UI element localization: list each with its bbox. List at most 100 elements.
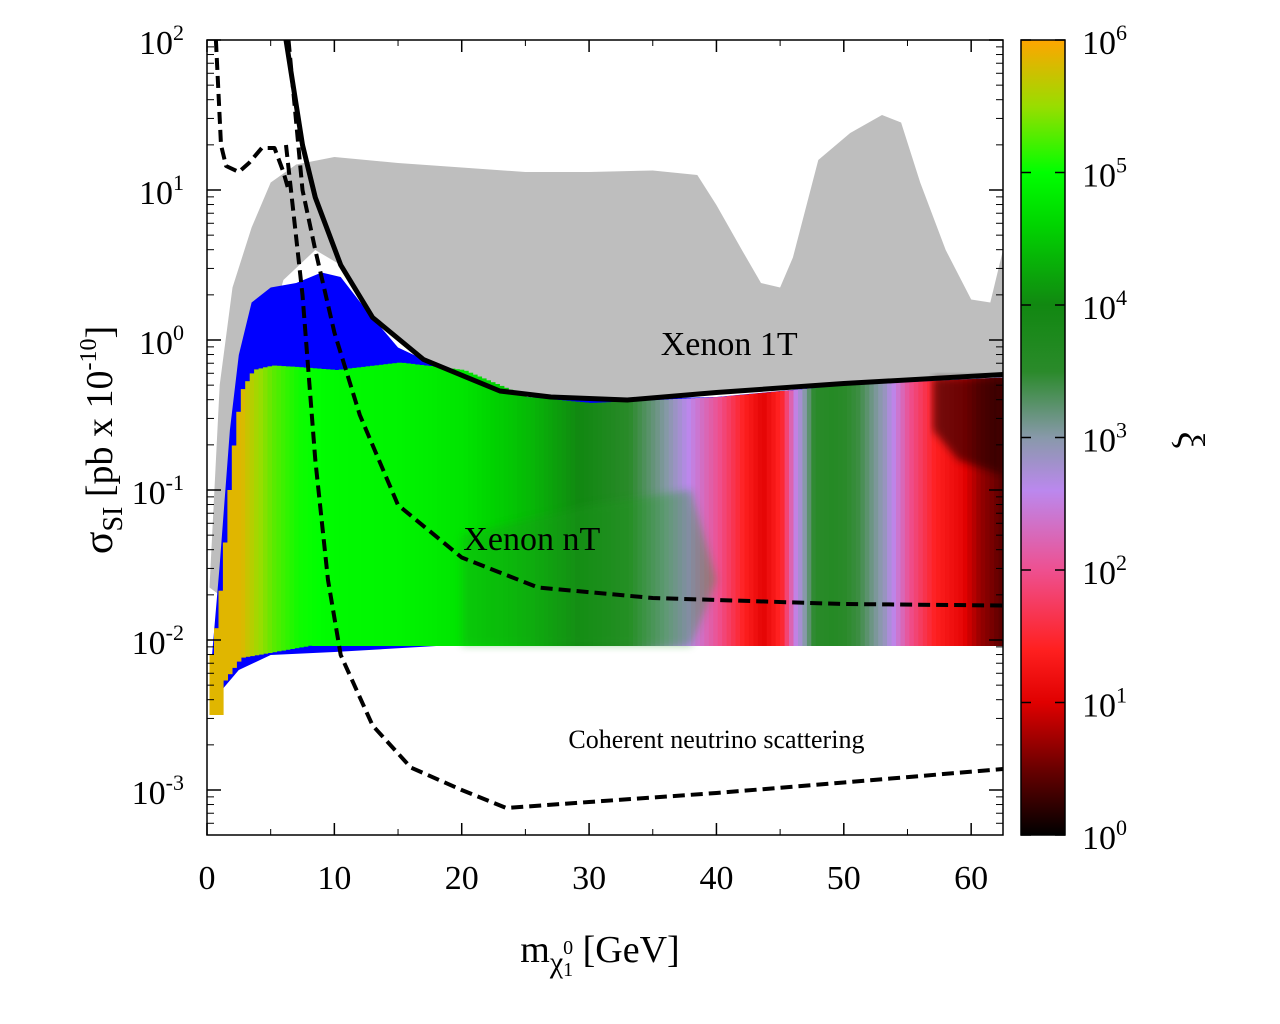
curve-coherent-neutrino-scattering bbox=[284, 144, 1003, 810]
region-allowed-strip bbox=[891, 382, 897, 646]
curve-xenon-1t bbox=[283, 40, 1003, 403]
region-allowed-strip bbox=[980, 378, 986, 646]
region-allowed-strip bbox=[361, 366, 367, 646]
region-allowed-strip bbox=[985, 378, 991, 646]
region-allowed-strip bbox=[258, 368, 264, 655]
curve-low-mass-dashed-bound bbox=[213, 40, 291, 191]
region-allowed-strip bbox=[303, 367, 309, 647]
region-allowed-strip bbox=[352, 367, 358, 646]
colorbar-tick-label: 105 bbox=[1082, 153, 1127, 195]
region-allowed-strip bbox=[860, 384, 866, 646]
region-allowed-strip bbox=[214, 628, 220, 715]
region-allowed-strip bbox=[753, 393, 759, 646]
region-allowed-strip bbox=[775, 391, 781, 646]
x-tick-label: 0 bbox=[199, 860, 216, 897]
region-allowed-strip bbox=[998, 377, 1003, 646]
region-allowed-strip bbox=[994, 377, 1000, 646]
region-allowed-strip bbox=[276, 365, 282, 652]
y-tick-label: 102 bbox=[139, 20, 184, 62]
colorbar-tick-label: 101 bbox=[1082, 683, 1127, 725]
region-allowed-strip bbox=[383, 364, 389, 646]
region-allowed-strip bbox=[864, 384, 870, 646]
region-allowed-strip bbox=[312, 368, 318, 646]
region-allowed-strip bbox=[878, 383, 884, 646]
region-allowed-strip bbox=[445, 368, 451, 646]
region-allowed-strip bbox=[748, 393, 754, 646]
region-allowed-strip bbox=[762, 392, 768, 646]
region-allowed-strip bbox=[231, 445, 237, 668]
region-dark-corner bbox=[933, 377, 1003, 475]
x-axis: 0 10 20 30 40 50 60 bbox=[199, 40, 988, 897]
region-allowed-strip bbox=[962, 379, 968, 646]
region-allowed-strip bbox=[285, 366, 291, 650]
region-allowed-strip bbox=[789, 390, 795, 646]
region-allowed-strip bbox=[307, 367, 313, 646]
region-allowed-strip bbox=[245, 381, 251, 657]
annotation-xenon-1t: Xenon 1T bbox=[661, 326, 798, 363]
region-allowed-strip bbox=[918, 381, 924, 646]
region-allowed-strip bbox=[717, 396, 723, 646]
region-allowed-strip bbox=[949, 380, 955, 646]
region-allowed-strip bbox=[280, 366, 286, 651]
region-allowed-strip bbox=[441, 367, 447, 646]
region-allowed-strip bbox=[401, 362, 407, 646]
y-axis-title: σSI [pb x 10-10] bbox=[76, 326, 129, 554]
region-allowed-strip bbox=[222, 542, 228, 681]
region-allowed-strip bbox=[334, 370, 340, 646]
region-allowed-strip bbox=[847, 384, 853, 646]
region-allowed-strip bbox=[829, 386, 835, 646]
region-allowed-strip bbox=[512, 391, 518, 646]
region-allowed-strip bbox=[873, 383, 879, 646]
y-axis: 10-3 10-2 10-1 100 101 102 bbox=[132, 20, 1003, 824]
region-allowed-strip bbox=[735, 395, 741, 646]
region-allowed-strip bbox=[851, 384, 857, 646]
region-allowed-strip bbox=[838, 385, 844, 646]
region-allowed-strip bbox=[432, 366, 438, 646]
x-tick-label: 10 bbox=[317, 860, 351, 897]
region-allowed-strip bbox=[329, 369, 335, 646]
region-allowed-strip bbox=[436, 367, 442, 646]
y-tick-label: 10-2 bbox=[132, 620, 184, 662]
region-allowed-strip bbox=[882, 383, 888, 646]
x-tick-label: 30 bbox=[572, 860, 606, 897]
region-allowed-strip bbox=[378, 364, 384, 646]
region-allowed-strip bbox=[931, 380, 937, 646]
region-allowed-strip bbox=[927, 381, 933, 646]
region-allowed-strip bbox=[481, 378, 487, 646]
region-allowed-strip bbox=[722, 396, 728, 646]
region-allowed-strip bbox=[321, 369, 327, 646]
colorbar-ticks: 100 101 102 103 104 105 106 bbox=[1021, 20, 1127, 857]
region-allowed-strip bbox=[468, 372, 474, 646]
colorbar-tick-label: 102 bbox=[1082, 550, 1127, 592]
region-allowed-strip bbox=[954, 379, 960, 646]
annotations: Xenon 1T Xenon nT Coherent neutrino scatte… bbox=[463, 326, 864, 754]
region-allowed-strip bbox=[967, 379, 973, 646]
colorbar-tick-label: 104 bbox=[1082, 285, 1127, 327]
region-allowed-strip bbox=[780, 391, 786, 646]
region-allowed-strip bbox=[410, 363, 416, 646]
region-allowed-strip bbox=[842, 385, 848, 646]
region-allowed-strip bbox=[392, 363, 398, 646]
region-allowed-strip bbox=[940, 380, 946, 646]
region-allowed-strip bbox=[913, 381, 919, 646]
x-tick-label: 50 bbox=[827, 860, 861, 897]
colorbar: 100 101 102 103 104 105 106 ξ bbox=[1020, 20, 1211, 857]
region-allowed-strip bbox=[240, 389, 246, 658]
region-allowed-strip bbox=[806, 388, 812, 646]
region-allowed-strip bbox=[713, 397, 719, 646]
region-allowed-strip bbox=[370, 365, 376, 646]
region-allowed-strip bbox=[922, 381, 928, 646]
region-allowed-strip bbox=[824, 386, 830, 646]
x-tick-label: 60 bbox=[954, 860, 988, 897]
region-allowed-strip bbox=[757, 393, 763, 646]
region-allowed-strip bbox=[387, 363, 393, 646]
plot-area bbox=[207, 40, 1003, 835]
region-allowed-strip bbox=[869, 383, 875, 646]
region-allowed-strip bbox=[338, 369, 344, 646]
region-allowed-strip bbox=[428, 366, 434, 646]
region-allowed-strip bbox=[347, 368, 353, 646]
region-allowed-strip bbox=[459, 369, 465, 646]
region-allowed-strip bbox=[740, 394, 746, 646]
region-allowed-strip bbox=[517, 393, 523, 646]
